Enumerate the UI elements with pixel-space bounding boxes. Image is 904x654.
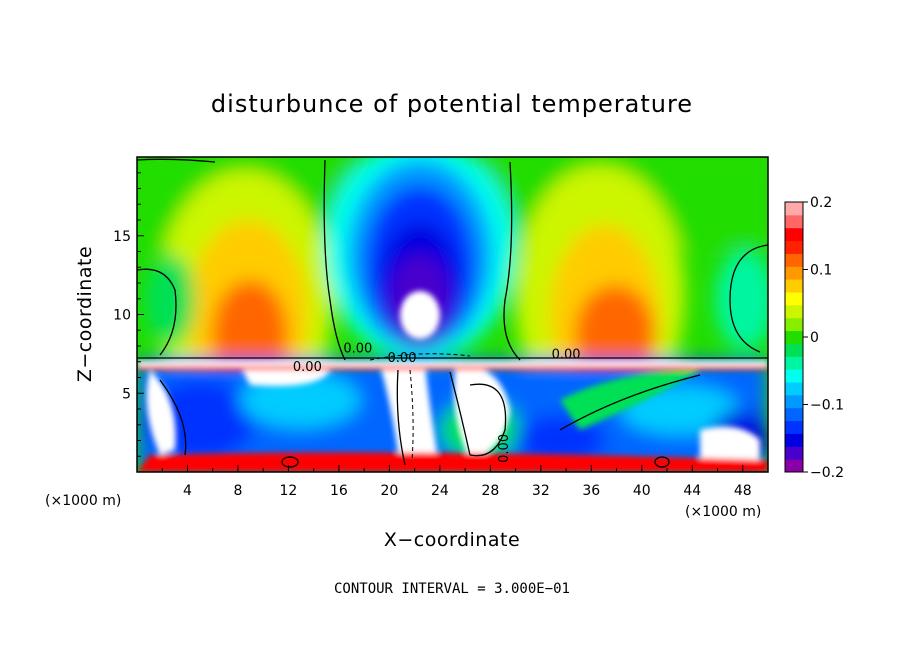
- colorbar-swatch: [785, 446, 803, 460]
- colorbar-swatch: [785, 382, 803, 396]
- x-unit-label-right: (×1000 m): [685, 504, 761, 520]
- colorbar-tick-label: 0.1: [810, 263, 832, 279]
- colorbar-swatch: [785, 240, 803, 254]
- colorbar-swatch: [785, 459, 803, 473]
- x-tick-label: 32: [532, 483, 550, 499]
- y-tick-label: 10: [113, 308, 131, 324]
- colorbar-swatch: [785, 292, 803, 306]
- x-axis-label: X−coordinate: [384, 529, 520, 551]
- colorbar-swatch: [785, 227, 803, 242]
- colorbar-swatch: [785, 266, 803, 280]
- y-axis-label: Z−coordinate: [74, 246, 96, 382]
- contour-labels: 0.00 0.00 0.00 0.00 0.00: [293, 341, 581, 463]
- colorbar-tick-label: 0.2: [810, 195, 832, 211]
- colorbar-swatch: [785, 202, 803, 216]
- colorbar-tick-label: 0: [810, 330, 819, 346]
- colorbar-swatch: [785, 253, 803, 267]
- contour-label: 0.00: [293, 360, 322, 375]
- colorbar-swatch: [785, 317, 803, 332]
- x-tick-label: 28: [481, 483, 499, 499]
- x-tick-label: 44: [683, 483, 701, 499]
- contour-interval-note: CONTOUR INTERVAL = 3.000E−01: [334, 581, 570, 597]
- colorbar-swatch: [785, 304, 803, 319]
- y-tick-label: 15: [113, 229, 131, 245]
- contour-label: 0.00: [497, 434, 512, 463]
- contour-lines: [137, 158, 768, 468]
- x-tick-label: 48: [734, 483, 752, 499]
- contour-label: 0.00: [388, 351, 417, 366]
- contour-label: 0.00: [343, 341, 372, 356]
- x-tick-label: 36: [582, 483, 600, 499]
- colorbar-swatch: [785, 407, 803, 422]
- chart-title: disturbunce of potential temperature: [211, 90, 693, 118]
- x-tick-label: 8: [233, 483, 242, 499]
- colorbar-swatch: [785, 420, 803, 434]
- y-tick-label: 5: [122, 386, 131, 402]
- x-tick-label: 4: [183, 483, 192, 499]
- colorbar-tick-label: −0.2: [810, 465, 844, 481]
- x-axis-ticks: 4 8 12 16 20 24 28 32 36 40 44 48: [161, 465, 752, 499]
- colorbar-tick-label: −0.1: [810, 398, 844, 414]
- colorbar-swatch: [785, 433, 803, 447]
- colorbar-swatch: [785, 214, 803, 229]
- x-tick-label: 12: [280, 483, 298, 499]
- colorbar-swatch: [785, 330, 803, 344]
- contour-label: 0.00: [552, 348, 581, 363]
- x-tick-label: 20: [380, 483, 398, 499]
- colorbar-swatch: [785, 279, 803, 293]
- colorbar-swatch: [785, 343, 803, 357]
- x-tick-label: 24: [431, 483, 449, 499]
- colorbar-swatch: [785, 394, 803, 409]
- colorbar-swatch: [785, 356, 803, 370]
- colorbar-swatch: [785, 369, 803, 383]
- plot-field: [137, 157, 768, 472]
- x-tick-label: 16: [330, 483, 348, 499]
- y-axis-ticks: 5 10 15: [113, 172, 144, 457]
- colorbar: 0.2 0.1 0 −0.1 −0.2: [784, 195, 844, 481]
- x-tick-label: 40: [633, 483, 651, 499]
- x-unit-label-left: (×1000 m): [45, 493, 121, 509]
